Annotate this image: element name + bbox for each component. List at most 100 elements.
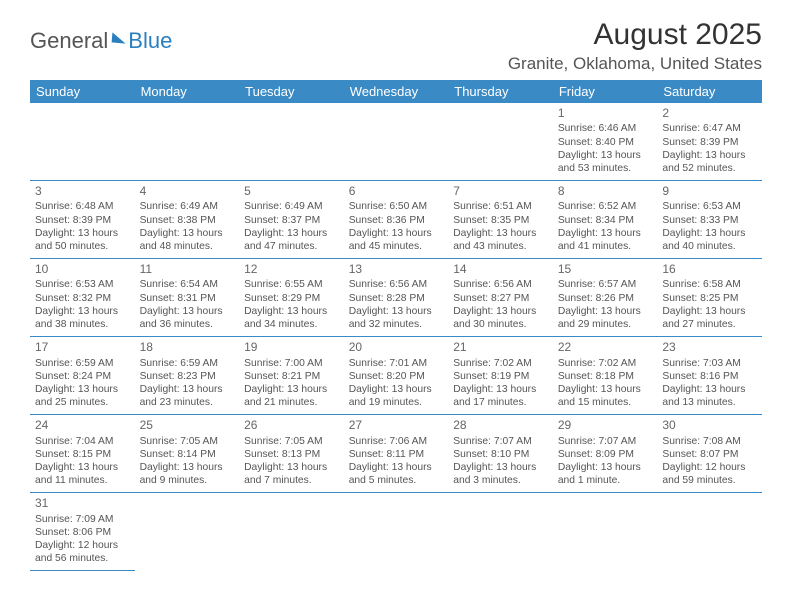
daylight-line: Daylight: 13 hours and 11 minutes. <box>35 461 130 487</box>
sunrise-line: Sunrise: 6:56 AM <box>349 278 444 291</box>
sunset-line: Sunset: 8:23 PM <box>140 370 235 383</box>
daylight-line: Daylight: 13 hours and 30 minutes. <box>453 305 548 331</box>
calendar-cell: 26Sunrise: 7:05 AMSunset: 8:13 PMDayligh… <box>239 415 344 493</box>
sunrise-line: Sunrise: 6:58 AM <box>662 278 757 291</box>
day-number: 9 <box>662 184 757 199</box>
sunset-line: Sunset: 8:11 PM <box>349 448 444 461</box>
calendar-cell: 27Sunrise: 7:06 AMSunset: 8:11 PMDayligh… <box>344 415 449 493</box>
daylight-line: Daylight: 13 hours and 50 minutes. <box>35 227 130 253</box>
day-number: 6 <box>349 184 444 199</box>
calendar-cell: 13Sunrise: 6:56 AMSunset: 8:28 PMDayligh… <box>344 259 449 337</box>
daylight-line: Daylight: 13 hours and 47 minutes. <box>244 227 339 253</box>
daylight-line: Daylight: 13 hours and 27 minutes. <box>662 305 757 331</box>
sunset-line: Sunset: 8:26 PM <box>558 292 653 305</box>
sunrise-line: Sunrise: 6:52 AM <box>558 200 653 213</box>
calendar-cell: 28Sunrise: 7:07 AMSunset: 8:10 PMDayligh… <box>448 415 553 493</box>
day-number: 2 <box>662 106 757 121</box>
daylight-line: Daylight: 13 hours and 13 minutes. <box>662 383 757 409</box>
sunset-line: Sunset: 8:07 PM <box>662 448 757 461</box>
day-number: 22 <box>558 340 653 355</box>
calendar-row: 10Sunrise: 6:53 AMSunset: 8:32 PMDayligh… <box>30 259 762 337</box>
calendar-cell: 20Sunrise: 7:01 AMSunset: 8:20 PMDayligh… <box>344 337 449 415</box>
day-number: 1 <box>558 106 653 121</box>
sunset-line: Sunset: 8:13 PM <box>244 448 339 461</box>
sunrise-line: Sunrise: 7:02 AM <box>558 357 653 370</box>
sunset-line: Sunset: 8:37 PM <box>244 214 339 227</box>
sunrise-line: Sunrise: 7:07 AM <box>558 435 653 448</box>
daylight-line: Daylight: 13 hours and 1 minute. <box>558 461 653 487</box>
day-number: 11 <box>140 262 235 277</box>
month-title: August 2025 <box>508 18 762 52</box>
logo-mark-icon <box>112 32 127 43</box>
calendar-cell: 7Sunrise: 6:51 AMSunset: 8:35 PMDaylight… <box>448 181 553 259</box>
calendar-cell <box>344 493 449 571</box>
sunset-line: Sunset: 8:10 PM <box>453 448 548 461</box>
calendar-row: 3Sunrise: 6:48 AMSunset: 8:39 PMDaylight… <box>30 181 762 259</box>
sunset-line: Sunset: 8:25 PM <box>662 292 757 305</box>
sunrise-line: Sunrise: 6:46 AM <box>558 122 653 135</box>
sunset-line: Sunset: 8:16 PM <box>662 370 757 383</box>
calendar-cell: 8Sunrise: 6:52 AMSunset: 8:34 PMDaylight… <box>553 181 658 259</box>
daylight-line: Daylight: 13 hours and 5 minutes. <box>349 461 444 487</box>
calendar-cell: 18Sunrise: 6:59 AMSunset: 8:23 PMDayligh… <box>135 337 240 415</box>
sunset-line: Sunset: 8:20 PM <box>349 370 444 383</box>
day-number: 26 <box>244 418 339 433</box>
calendar-cell: 10Sunrise: 6:53 AMSunset: 8:32 PMDayligh… <box>30 259 135 337</box>
calendar-cell: 16Sunrise: 6:58 AMSunset: 8:25 PMDayligh… <box>657 259 762 337</box>
day-number: 12 <box>244 262 339 277</box>
day-number: 3 <box>35 184 130 199</box>
day-number: 29 <box>558 418 653 433</box>
daylight-line: Daylight: 13 hours and 48 minutes. <box>140 227 235 253</box>
calendar-cell: 22Sunrise: 7:02 AMSunset: 8:18 PMDayligh… <box>553 337 658 415</box>
day-number: 20 <box>349 340 444 355</box>
calendar-table: SundayMondayTuesdayWednesdayThursdayFrid… <box>30 80 762 571</box>
sunrise-line: Sunrise: 6:50 AM <box>349 200 444 213</box>
calendar-cell: 17Sunrise: 6:59 AMSunset: 8:24 PMDayligh… <box>30 337 135 415</box>
calendar-cell: 4Sunrise: 6:49 AMSunset: 8:38 PMDaylight… <box>135 181 240 259</box>
calendar-cell: 29Sunrise: 7:07 AMSunset: 8:09 PMDayligh… <box>553 415 658 493</box>
daylight-line: Daylight: 13 hours and 38 minutes. <box>35 305 130 331</box>
page-header: General Blue August 2025 Granite, Oklaho… <box>30 18 762 74</box>
calendar-cell: 21Sunrise: 7:02 AMSunset: 8:19 PMDayligh… <box>448 337 553 415</box>
sunset-line: Sunset: 8:14 PM <box>140 448 235 461</box>
daylight-line: Daylight: 13 hours and 23 minutes. <box>140 383 235 409</box>
daylight-line: Daylight: 13 hours and 15 minutes. <box>558 383 653 409</box>
day-number: 27 <box>349 418 444 433</box>
title-block: August 2025 Granite, Oklahoma, United St… <box>508 18 762 74</box>
day-number: 19 <box>244 340 339 355</box>
calendar-cell: 14Sunrise: 6:56 AMSunset: 8:27 PMDayligh… <box>448 259 553 337</box>
calendar-row: 31Sunrise: 7:09 AMSunset: 8:06 PMDayligh… <box>30 493 762 571</box>
calendar-body: 1Sunrise: 6:46 AMSunset: 8:40 PMDaylight… <box>30 103 762 571</box>
daylight-line: Daylight: 13 hours and 21 minutes. <box>244 383 339 409</box>
calendar-cell: 30Sunrise: 7:08 AMSunset: 8:07 PMDayligh… <box>657 415 762 493</box>
calendar-cell <box>553 493 658 571</box>
sunset-line: Sunset: 8:24 PM <box>35 370 130 383</box>
daylight-line: Daylight: 13 hours and 32 minutes. <box>349 305 444 331</box>
calendar-cell: 9Sunrise: 6:53 AMSunset: 8:33 PMDaylight… <box>657 181 762 259</box>
sunset-line: Sunset: 8:15 PM <box>35 448 130 461</box>
day-number: 14 <box>453 262 548 277</box>
sunrise-line: Sunrise: 7:04 AM <box>35 435 130 448</box>
sunset-line: Sunset: 8:28 PM <box>349 292 444 305</box>
sunset-line: Sunset: 8:40 PM <box>558 136 653 149</box>
sunrise-line: Sunrise: 6:51 AM <box>453 200 548 213</box>
sunrise-line: Sunrise: 7:01 AM <box>349 357 444 370</box>
sunset-line: Sunset: 8:39 PM <box>35 214 130 227</box>
calendar-row: 17Sunrise: 6:59 AMSunset: 8:24 PMDayligh… <box>30 337 762 415</box>
weekday-header: Saturday <box>657 80 762 103</box>
daylight-line: Daylight: 13 hours and 7 minutes. <box>244 461 339 487</box>
weekday-header: Tuesday <box>239 80 344 103</box>
daylight-line: Daylight: 13 hours and 25 minutes. <box>35 383 130 409</box>
daylight-line: Daylight: 13 hours and 36 minutes. <box>140 305 235 331</box>
sunrise-line: Sunrise: 6:56 AM <box>453 278 548 291</box>
calendar-cell: 3Sunrise: 6:48 AMSunset: 8:39 PMDaylight… <box>30 181 135 259</box>
calendar-cell: 6Sunrise: 6:50 AMSunset: 8:36 PMDaylight… <box>344 181 449 259</box>
daylight-line: Daylight: 12 hours and 59 minutes. <box>662 461 757 487</box>
day-number: 15 <box>558 262 653 277</box>
calendar-cell: 12Sunrise: 6:55 AMSunset: 8:29 PMDayligh… <box>239 259 344 337</box>
sunset-line: Sunset: 8:32 PM <box>35 292 130 305</box>
calendar-cell: 25Sunrise: 7:05 AMSunset: 8:14 PMDayligh… <box>135 415 240 493</box>
day-number: 18 <box>140 340 235 355</box>
day-number: 28 <box>453 418 548 433</box>
daylight-line: Daylight: 13 hours and 53 minutes. <box>558 149 653 175</box>
